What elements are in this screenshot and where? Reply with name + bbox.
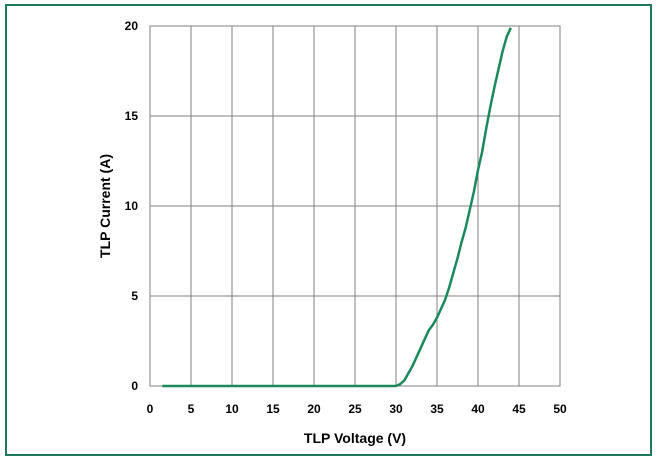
x-tick-label: 15 <box>266 402 280 416</box>
y-axis-title: TLP Current (A) <box>97 154 113 258</box>
x-tick-label: 10 <box>225 402 239 416</box>
chart-frame <box>5 4 652 456</box>
y-tick-label: 5 <box>131 289 138 303</box>
y-tick-label: 0 <box>131 379 138 393</box>
grid-lines <box>149 25 561 387</box>
x-tick-labels: 0 5 10 15 20 25 30 35 40 45 50 <box>147 402 567 416</box>
y-tick-label: 10 <box>125 199 139 213</box>
x-tick-label: 40 <box>471 402 485 416</box>
x-tick-label: 30 <box>389 402 403 416</box>
x-axis-title: TLP Voltage (V) <box>304 430 406 446</box>
x-tick-label: 25 <box>348 402 362 416</box>
x-tick-label: 5 <box>188 402 195 416</box>
x-tick-label: 50 <box>553 402 567 416</box>
x-tick-label: 0 <box>147 402 154 416</box>
series-layer <box>162 27 512 388</box>
y-tick-label: 15 <box>125 109 139 123</box>
y-tick-label: 20 <box>125 19 139 33</box>
y-tick-labels: 0 5 10 15 20 <box>125 19 139 393</box>
x-tick-label: 20 <box>307 402 321 416</box>
x-tick-label: 35 <box>430 402 444 416</box>
x-tick-label: 45 <box>512 402 526 416</box>
series-line-0 <box>162 27 512 388</box>
